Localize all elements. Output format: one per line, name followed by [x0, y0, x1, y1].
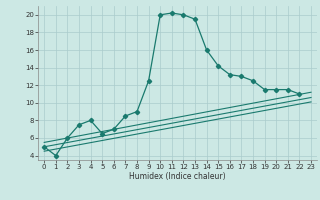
X-axis label: Humidex (Indice chaleur): Humidex (Indice chaleur)	[129, 172, 226, 181]
